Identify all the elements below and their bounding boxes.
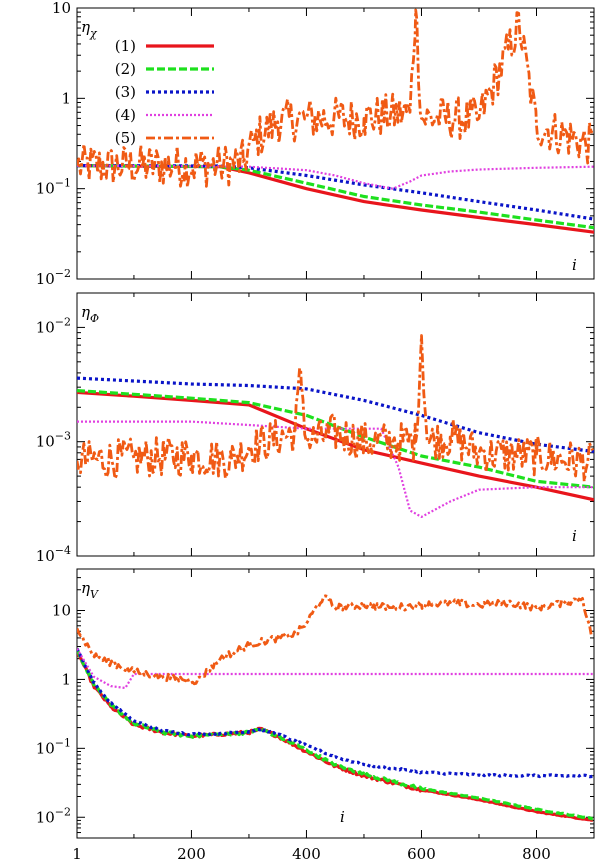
series-line-1 (77, 390, 594, 502)
y-tick-label: 10−1 (36, 177, 71, 198)
series-line-1 (77, 164, 594, 234)
y-axis: 10−2 10−1 1 10 (36, 568, 594, 839)
x-tick-label: 600 (407, 845, 436, 863)
legend-label: (3) (115, 83, 136, 101)
y-tick-label: 10−2 (36, 805, 71, 826)
x-axis-label: i (340, 808, 345, 826)
x-axis (133, 8, 595, 279)
x-tick-label: 200 (177, 845, 206, 863)
legend-item: (3) (115, 83, 214, 101)
series-line-4 (77, 648, 594, 690)
series-line-2 (77, 648, 593, 821)
y-tick-label: 10−3 (36, 430, 71, 451)
series-line-4 (77, 420, 594, 518)
y-tick-label: 10 (52, 601, 71, 619)
series-group (77, 594, 594, 822)
legend-label: (4) (115, 106, 136, 124)
y-tick-label: 10 (52, 0, 71, 17)
plot-frame (76, 568, 595, 839)
panel-eta-v: 10−2 10−1 1 10 1 200 400 600 800 ηV i (36, 568, 595, 863)
series-group (77, 8, 594, 234)
x-tick-label: 800 (522, 845, 551, 863)
series-line-5 (77, 334, 594, 483)
legend-item: (2) (115, 60, 214, 78)
y-tick-label: 10−1 (36, 736, 71, 757)
y-tick-label: 1 (61, 89, 71, 107)
x-axis: 1 200 400 600 800 (72, 569, 595, 863)
legend-label: (1) (115, 37, 136, 55)
panel-y-label: ηχ (81, 18, 98, 40)
y-tick-label: 1 (61, 670, 71, 688)
series-line-3 (77, 164, 594, 221)
y-axis: 10−2 10−1 1 10 (36, 0, 594, 288)
x-tick-label: 1 (72, 845, 82, 863)
legend-item: (4) (115, 106, 214, 124)
panel-y-label: ηΦ (81, 303, 99, 325)
panel-y-label: ηV (81, 579, 99, 601)
x-axis (133, 293, 595, 556)
x-axis-label: i (572, 256, 577, 274)
y-axis: 10−4 10−3 10−2 (36, 292, 594, 565)
series-line-2 (77, 164, 594, 230)
legend-label: (5) (115, 129, 136, 147)
series-line-3 (77, 647, 594, 779)
y-tick-label: 10−4 (36, 544, 71, 565)
panel-eta-phi: 10−4 10−3 10−2 ηΦ i (36, 292, 595, 565)
x-tick-label: 400 (292, 845, 321, 863)
panel-eta-chi: 10−2 10−1 1 10 ηχ i (1) (2) (3) (4) (5) (36, 0, 595, 288)
series-line-4 (77, 164, 594, 190)
y-tick-label: 10−2 (36, 315, 71, 336)
series-line-5 (77, 8, 594, 189)
series-line-5 (77, 594, 593, 686)
legend-item: (5) (115, 129, 214, 147)
plot-frame (76, 7, 595, 280)
series-group (77, 334, 594, 518)
legend: (1) (2) (3) (4) (5) (115, 37, 214, 147)
y-tick-label: 10−2 (36, 267, 71, 288)
plot-frame (76, 292, 595, 557)
x-axis-label: i (572, 527, 577, 545)
series-line-3 (77, 376, 594, 454)
legend-label: (2) (115, 60, 136, 78)
series-line-2 (77, 389, 594, 489)
legend-item: (1) (115, 37, 214, 55)
